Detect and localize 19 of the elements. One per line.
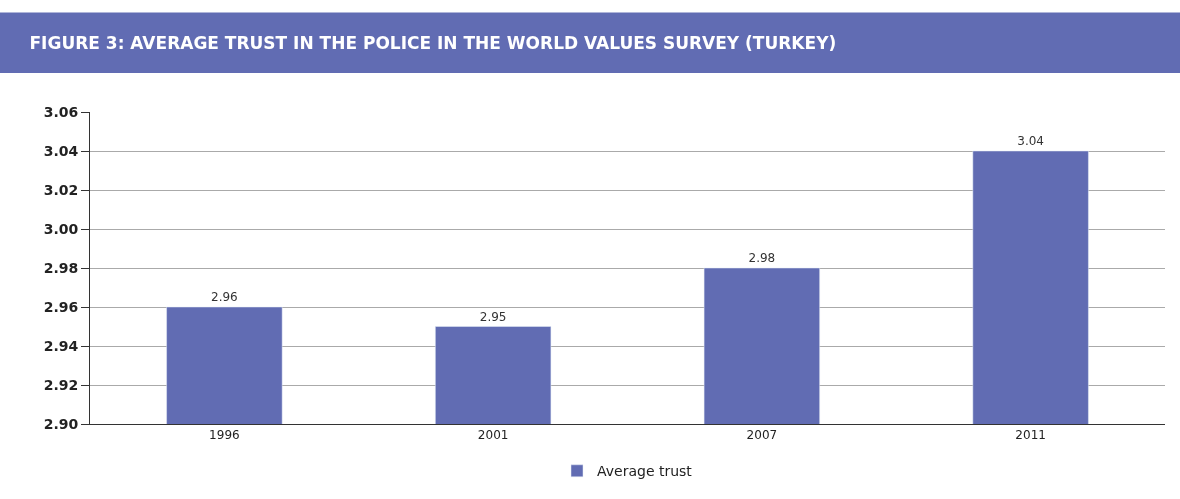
chart-title: FIGURE 3: AVERAGE TRUST IN THE POLICE IN THE WORLD VALUES SURVEY (TURKEY) [29,32,837,53]
y-tick-label: 3.02 [43,181,79,198]
y-tick-label: 2.96 [43,298,79,315]
y-tick-label: 2.98 [43,259,79,276]
y-tick-label: 3.06 [43,103,79,120]
x-tick-label: 1996 [209,428,240,443]
x-tick-label: 2001 [477,428,509,443]
y-tick-label: 2.94 [43,337,79,354]
data-label: 3.04 [1017,134,1044,148]
x-tick-label: 2011 [1015,428,1046,443]
data-label: 2.96 [211,290,238,304]
data-label: 2.95 [479,309,507,324]
data-label: 2.98 [748,251,776,265]
y-tick-label: 3.04 [43,142,79,159]
y-tick-label: 2.92 [43,376,79,393]
y-tick-label: 3.00 [43,220,79,237]
legend-label: Average trust [597,463,693,480]
x-tick-label: 2007 [746,428,778,443]
y-tick-label: 2.90 [43,415,79,432]
